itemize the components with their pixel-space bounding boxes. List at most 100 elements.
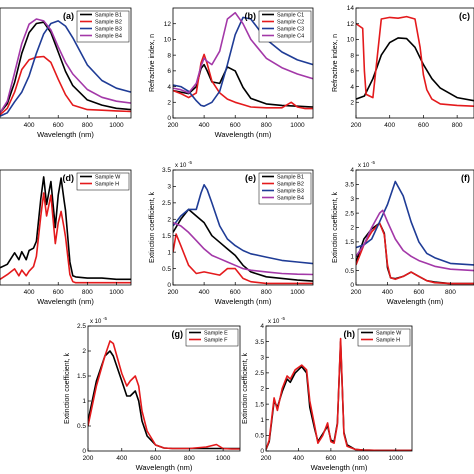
y-tick-label: 0.5 <box>77 423 86 430</box>
x-tick-label: 800 <box>452 122 463 129</box>
legend-entry: Sample B1 <box>277 175 304 181</box>
x-tick-label: 600 <box>150 455 161 462</box>
plot-frame-d <box>0 169 132 286</box>
y-tick-label: 4 <box>167 84 171 91</box>
y-tick-label: 0 <box>82 448 86 455</box>
x-tick-label: 1000 <box>290 289 305 296</box>
plot-frame-g <box>87 325 241 452</box>
plot-frame-c <box>355 7 474 119</box>
panel-f: 200 400 600 800 0 0.5 1 1.5 2 2.5 3 3.5 4 Wavelength … <box>332 160 474 306</box>
panel-b: 200 400 600 800 1000 0 2 4 6 8 10 12 Wavelength (nm)… <box>149 7 314 139</box>
series-line-g-1 <box>88 350 240 450</box>
legend-entry: Sample C1 <box>277 13 304 19</box>
x-axis-label: Wavelength (nm) <box>387 297 444 306</box>
y-axis-label: Extinction coefficient, k <box>149 191 156 263</box>
legend-entry: Sample B4 <box>277 196 304 202</box>
legend-entry: Sample H <box>376 338 400 344</box>
x-tick-label: 600 <box>230 122 241 129</box>
series-line-f-3 <box>356 180 474 266</box>
x-tick-label: 600 <box>230 289 241 296</box>
y-tick-label: 3.5 <box>162 167 171 174</box>
y-tick-label: 1.5 <box>77 373 86 380</box>
axis-multiplier: x 10 <box>90 319 102 325</box>
x-tick-label: 800 <box>445 289 456 296</box>
plot-frame-b <box>172 7 314 119</box>
y-tick-label: 3 <box>260 354 264 361</box>
y-axis-label: Extinction coefficient, k <box>332 191 339 263</box>
x-tick-label: 800 <box>184 455 195 462</box>
series-line-b-1 <box>173 63 313 108</box>
axis-multiplier: x 10 <box>358 163 370 169</box>
x-tick-label: 400 <box>293 455 304 462</box>
y-tick-label: 1.5 <box>345 239 354 246</box>
x-tick-label: 600 <box>53 289 64 296</box>
y-tick-label: 8 <box>167 52 171 59</box>
series-line-a-4 <box>0 18 131 114</box>
x-tick-label: 400 <box>24 122 35 129</box>
legend-entry: Sample H <box>95 182 119 188</box>
y-tick-label: 12 <box>164 21 172 28</box>
axis-multiplier: x 10 <box>268 319 280 325</box>
series-line-f-4 <box>356 209 474 272</box>
x-tick-label: 600 <box>414 289 425 296</box>
y-tick-label: 0.5 <box>162 266 171 273</box>
series-line-d-2 <box>0 192 131 284</box>
y-tick-label: 6 <box>167 68 171 75</box>
y-tick-label: 2 <box>260 386 264 393</box>
legend-entry: Sample F <box>204 338 228 344</box>
panel-tag: (h) <box>344 329 356 339</box>
x-axis-label: Wavelength (nm) <box>311 463 368 472</box>
panel-tag: (a) <box>63 11 74 21</box>
x-tick-label: 1000 <box>290 122 305 129</box>
series-line-a-1 <box>0 21 131 114</box>
panel-d: 400 600 800 1000 Wavelength (nm) Sample WSamp… <box>0 169 132 306</box>
y-tick-label: 4 <box>350 84 354 91</box>
y-tick-label: 12 <box>347 21 355 28</box>
series-line-d-1 <box>0 176 131 281</box>
series-line-h-2 <box>266 337 412 451</box>
y-tick-label: 2.5 <box>77 323 86 330</box>
x-tick-label: 1000 <box>216 455 231 462</box>
x-tick-label: 800 <box>261 289 272 296</box>
y-tick-label: 2 <box>167 99 171 106</box>
y-axis-label: Extinction coefficient, k <box>242 352 249 424</box>
legend-entry: Sample C4 <box>277 34 304 40</box>
series-line-b-2 <box>173 53 313 110</box>
legend-box-e <box>258 172 312 205</box>
y-tick-label: 2.5 <box>345 210 354 217</box>
x-tick-label: 600 <box>325 455 336 462</box>
x-axis-label: Wavelength (nm) <box>37 297 94 306</box>
y-axis-label: Refractive index, n <box>332 34 339 92</box>
series-line-e-2 <box>173 233 313 285</box>
y-tick-label: 0 <box>167 282 171 289</box>
y-tick-label: 2 <box>82 348 86 355</box>
legend-box-b <box>258 10 312 43</box>
x-tick-label: 1000 <box>389 455 404 462</box>
series-line-e-3 <box>173 184 313 265</box>
panel-e: 200 400 600 800 1000 0 0.5 1 1.5 2 2.5 3 3.5 Waveleng… <box>149 160 314 306</box>
y-tick-label: 1.5 <box>255 401 264 408</box>
series-line-a-3 <box>0 20 131 117</box>
y-tick-label: 2 <box>350 225 354 232</box>
series-line-e-4 <box>173 221 313 276</box>
axis-multiplier-exponent: -5 <box>281 316 285 321</box>
legend-box-a <box>76 10 130 43</box>
panel-tag: (d) <box>63 173 75 183</box>
y-tick-label: 0.5 <box>345 268 354 275</box>
axis-multiplier: x 10 <box>175 163 187 169</box>
x-axis-label: Wavelength (nm) <box>215 297 272 306</box>
x-tick-label: 200 <box>168 122 179 129</box>
y-tick-label: 1 <box>167 249 171 256</box>
panel-h: 200 400 600 800 1000 0 0.5 1 1.5 2 2.5 3 3.5 4 Wavelen… <box>242 316 413 472</box>
y-tick-label: 4 <box>260 323 264 330</box>
legend-entry: Sample C3 <box>277 27 304 33</box>
axis-multiplier-exponent: -5 <box>103 316 107 321</box>
x-tick-label: 400 <box>382 289 393 296</box>
y-tick-label: 6 <box>350 68 354 75</box>
y-axis-label: Extinction coefficient, k <box>64 352 71 424</box>
series-line-f-2 <box>356 222 474 285</box>
x-tick-label: 200 <box>351 122 362 129</box>
legend-entry: Sample W <box>95 175 121 181</box>
